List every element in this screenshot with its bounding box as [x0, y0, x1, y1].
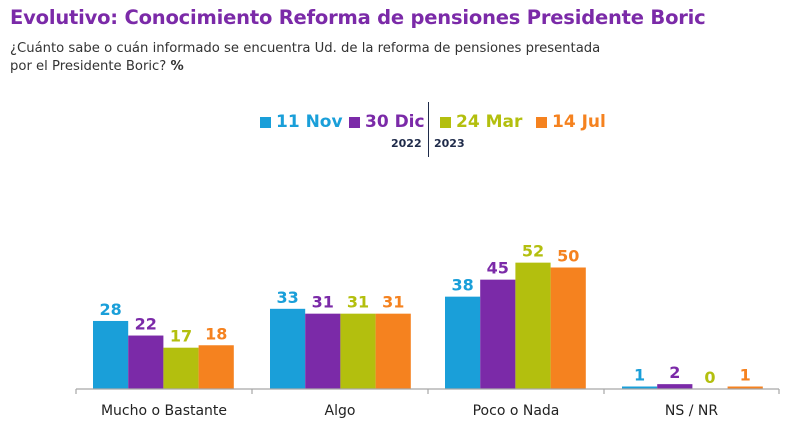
legend-item-1: 30 Dic — [349, 112, 425, 132]
bar-group-2: 38 45 52 50 Poco o Nada — [445, 242, 586, 419]
data-label: 50 — [557, 247, 579, 266]
data-label: 45 — [487, 259, 509, 278]
bar — [550, 267, 586, 389]
bar — [622, 386, 658, 389]
data-label: 17 — [170, 327, 192, 346]
bar-group-0: 28 22 17 18 Mucho o Bastante — [93, 300, 234, 419]
category-label: NS / NR — [665, 403, 718, 419]
bar — [480, 279, 516, 389]
data-label: 52 — [522, 242, 544, 261]
subtitle-unit: % — [170, 59, 184, 74]
category-label: Mucho o Bastante — [101, 403, 227, 419]
legend-swatch-2 — [440, 116, 451, 128]
bar-group-3: 1 2 0 1 NS / NR — [622, 363, 763, 419]
legend: 11 Nov 30 Dic 24 Mar 14 Jul 2022 2023 — [0, 112, 800, 162]
legend-label-3: 14 Jul — [552, 112, 606, 132]
legend-year-2023: 2023 — [434, 137, 465, 150]
legend-year-2022: 2022 — [391, 137, 422, 150]
bar — [305, 313, 341, 389]
subtitle-line-1: ¿Cuánto sabe o cuán informado se encuent… — [10, 41, 601, 56]
data-label: 38 — [451, 276, 473, 295]
legend-label-2: 24 Mar — [456, 112, 523, 132]
legend-swatch-0 — [260, 116, 271, 128]
bar — [445, 296, 481, 389]
bar — [727, 386, 763, 389]
data-label: 18 — [205, 324, 227, 343]
data-label: 22 — [135, 315, 157, 334]
category-label: Algo — [325, 403, 356, 419]
category-label: Poco o Nada — [473, 403, 560, 419]
data-label: 0 — [704, 368, 715, 387]
data-label: 33 — [276, 288, 298, 307]
bar — [657, 384, 693, 389]
bar-group-1: 33 31 31 31 Algo — [270, 288, 411, 419]
chart-subtitle: ¿Cuánto sabe o cuán informado se encuent… — [10, 40, 710, 76]
legend-label-0: 11 Nov — [276, 112, 343, 132]
bar — [128, 335, 164, 389]
data-label: 2 — [669, 363, 680, 382]
bar — [515, 262, 551, 389]
legend-swatch-1 — [349, 116, 360, 128]
legend-item-3: 14 Jul — [536, 112, 606, 132]
legend-swatch-3 — [536, 116, 547, 128]
bar — [93, 320, 129, 389]
data-label: 31 — [312, 293, 334, 312]
data-label: 31 — [382, 293, 404, 312]
bar — [270, 308, 306, 389]
bar — [163, 347, 199, 389]
legend-year-divider — [428, 102, 429, 157]
legend-label-1: 30 Dic — [365, 112, 425, 132]
legend-item-0: 11 Nov — [260, 112, 343, 132]
legend-item-2: 24 Mar — [440, 112, 522, 132]
bar — [340, 313, 376, 389]
data-label: 31 — [347, 293, 369, 312]
bar — [198, 345, 234, 389]
data-label: 1 — [634, 366, 645, 385]
chart-title: Evolutivo: Conocimiento Reforma de pensi… — [10, 6, 706, 29]
subtitle-line-2: por el Presidente Boric? — [10, 59, 167, 74]
bar — [375, 313, 411, 389]
data-label: 28 — [99, 300, 121, 319]
data-label: 1 — [740, 366, 751, 385]
